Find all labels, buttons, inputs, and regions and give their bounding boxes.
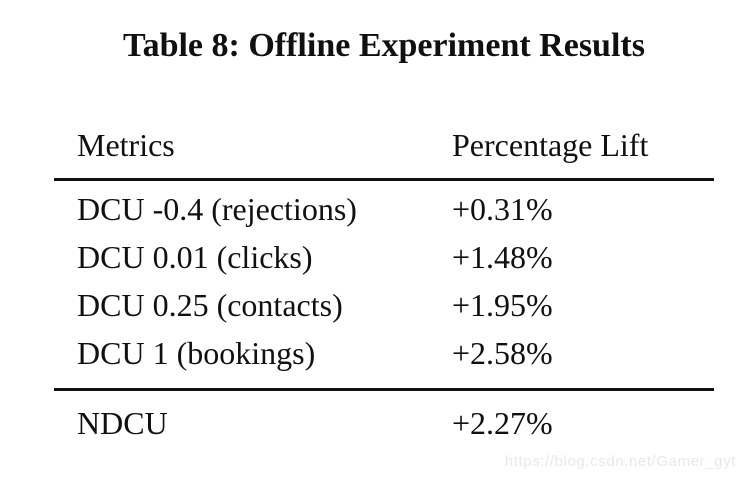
lift-cell: +0.31%: [452, 191, 553, 227]
metric-cell: DCU 0.01 (clicks): [77, 239, 313, 275]
table-row: DCU 0.01 (clicks) +1.48%: [54, 233, 714, 281]
summary-row: NDCU +2.27%: [54, 399, 714, 447]
table-header-row: Metrics Percentage Lift: [54, 120, 714, 170]
lift-cell: +1.95%: [452, 287, 553, 323]
column-header-percentage-lift: Percentage Lift: [452, 127, 649, 163]
table-caption: Table 8: Offline Experiment Results: [123, 27, 645, 64]
table-row: DCU 1 (bookings) +2.58%: [54, 329, 714, 377]
lift-cell: +2.27%: [452, 405, 553, 441]
top-rule: [54, 178, 714, 181]
csdn-watermark: https://blog.csdn.net/Gamer_gyt: [504, 453, 736, 470]
lift-cell: +2.58%: [452, 335, 553, 371]
table-row: DCU 0.25 (contacts) +1.95%: [54, 281, 714, 329]
mid-rule: [54, 388, 714, 391]
metric-cell: NDCU: [77, 405, 168, 441]
metric-cell: DCU 1 (bookings): [77, 335, 316, 371]
table-row: DCU -0.4 (rejections) +0.31%: [54, 185, 714, 233]
table-body: DCU -0.4 (rejections) +0.31% DCU 0.01 (c…: [54, 185, 714, 377]
lift-cell: +1.48%: [452, 239, 553, 275]
results-table: Metrics Percentage Lift DCU -0.4 (reject…: [54, 120, 714, 447]
metric-cell: DCU 0.25 (contacts): [77, 287, 343, 323]
column-header-metrics: Metrics: [77, 127, 175, 163]
metric-cell: DCU -0.4 (rejections): [77, 191, 357, 227]
